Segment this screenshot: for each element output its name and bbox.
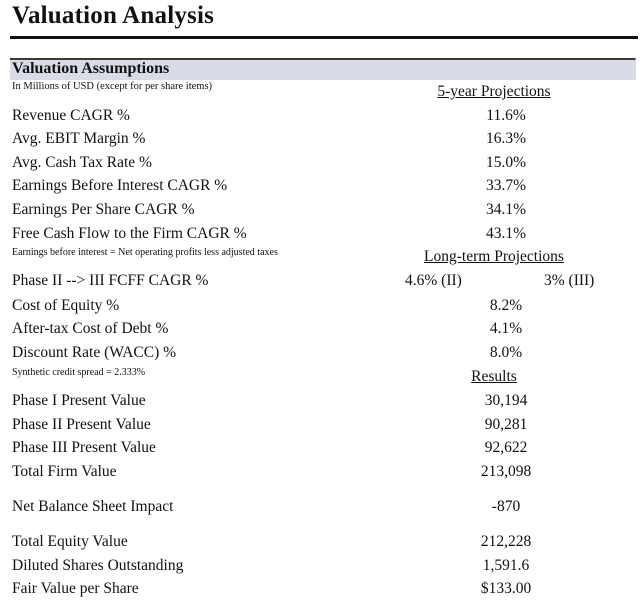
row-value: 8.2% bbox=[489, 297, 523, 314]
page-title: Valuation Analysis bbox=[12, 2, 215, 29]
row-label: Phase III Present Value bbox=[12, 439, 156, 456]
row-value: 43.1% bbox=[485, 225, 527, 242]
row-value: 4.1% bbox=[489, 320, 523, 337]
row-value: 213,098 bbox=[480, 463, 532, 480]
table-row: Revenue CAGR % 11.6% bbox=[12, 105, 632, 127]
row-value: 33.7% bbox=[485, 177, 527, 194]
table-row: Free Cash Flow to the Firm CAGR % 43.1% bbox=[12, 223, 632, 245]
row-label: Phase I Present Value bbox=[12, 392, 146, 409]
table-row: Phase II Present Value 90,281 bbox=[12, 414, 632, 436]
units-note: In Millions of USD (except for per share… bbox=[12, 81, 213, 92]
phase-2-value: 4.6% (II) bbox=[405, 272, 462, 289]
table-row: Diluted Shares Outstanding 1,591.6 bbox=[12, 555, 632, 577]
row-value: 212,228 bbox=[480, 533, 532, 550]
row-value: 15.0% bbox=[485, 154, 527, 171]
row-value: 30,194 bbox=[484, 392, 528, 409]
table-row: Cost of Equity % 8.2% bbox=[12, 295, 632, 317]
table-row: Earnings Before Interest CAGR % 33.7% bbox=[12, 175, 632, 197]
row-value: 8.0% bbox=[489, 344, 523, 361]
row-label: Free Cash Flow to the Firm CAGR % bbox=[12, 225, 247, 242]
table-row: Avg. Cash Tax Rate % 15.0% bbox=[12, 152, 632, 174]
table-row: Fair Value per Share $133.00 bbox=[12, 578, 632, 600]
row-label: Fair Value per Share bbox=[12, 580, 139, 597]
row-value: 92,622 bbox=[484, 439, 528, 456]
table-row: Total Firm Value 213,098 bbox=[12, 461, 632, 483]
table-row: Phase II --> III FCFF CAGR % 4.6% (II) 3… bbox=[12, 270, 632, 292]
table-row: Phase I Present Value 30,194 bbox=[12, 390, 632, 412]
table-row: Phase III Present Value 92,622 bbox=[12, 437, 632, 459]
ebi-note: Earnings before interest = Net operating… bbox=[12, 247, 278, 258]
table-row: Total Equity Value 212,228 bbox=[12, 531, 632, 553]
table-row: Discount Rate (WACC) % 8.0% bbox=[12, 342, 632, 364]
row-value: 1,591.6 bbox=[482, 557, 530, 574]
long-term-heading: Long-term Projections bbox=[424, 248, 564, 265]
row-label: Avg. Cash Tax Rate % bbox=[12, 154, 152, 171]
row-value: -870 bbox=[491, 498, 521, 515]
five-year-heading: 5-year Projections bbox=[437, 83, 551, 100]
row-label: Total Firm Value bbox=[12, 463, 117, 480]
title-rule bbox=[10, 36, 638, 39]
row-label: Diluted Shares Outstanding bbox=[12, 557, 184, 574]
row-label: Phase II Present Value bbox=[12, 416, 151, 433]
row-label: Phase II --> III FCFF CAGR % bbox=[12, 272, 209, 289]
section-header: Valuation Assumptions bbox=[10, 58, 636, 80]
spread-note: Synthetic credit spread = 2.333% bbox=[12, 367, 146, 378]
row-label: Discount Rate (WACC) % bbox=[12, 344, 177, 361]
section-title: Valuation Assumptions bbox=[12, 60, 170, 77]
row-label: Net Balance Sheet Impact bbox=[12, 498, 174, 515]
row-label: After-tax Cost of Debt % bbox=[12, 320, 169, 337]
table-row: Earnings Per Share CAGR % 34.1% bbox=[12, 199, 632, 221]
row-label: Earnings Per Share CAGR % bbox=[12, 201, 195, 218]
row-label: Revenue CAGR % bbox=[12, 107, 130, 124]
row-label: Cost of Equity % bbox=[12, 297, 120, 314]
results-heading: Results bbox=[471, 368, 517, 385]
phase-3-value: 3% (III) bbox=[544, 272, 595, 289]
row-label: Avg. EBIT Margin % bbox=[12, 130, 146, 147]
row-label: Total Equity Value bbox=[12, 533, 128, 550]
row-value: 90,281 bbox=[484, 416, 528, 433]
table-row: Net Balance Sheet Impact -870 bbox=[12, 496, 632, 518]
row-value: $133.00 bbox=[480, 580, 532, 597]
table-row: After-tax Cost of Debt % 4.1% bbox=[12, 318, 632, 340]
row-value: 16.3% bbox=[485, 130, 527, 147]
row-value: 11.6% bbox=[486, 107, 526, 124]
table-row: Avg. EBIT Margin % 16.3% bbox=[12, 128, 632, 150]
row-value: 34.1% bbox=[485, 201, 527, 218]
row-label: Earnings Before Interest CAGR % bbox=[12, 177, 228, 194]
